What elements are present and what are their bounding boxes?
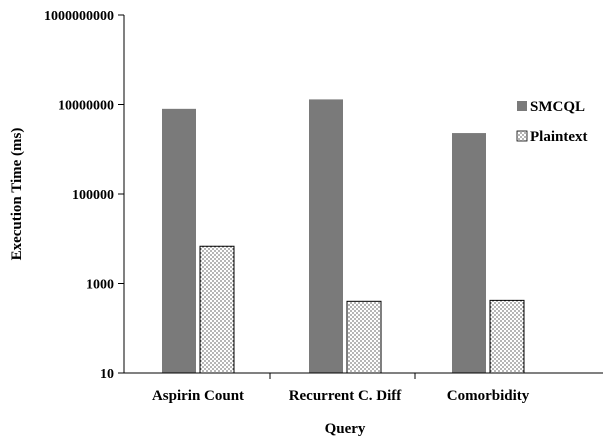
- y-tick-label: 100000: [72, 188, 114, 203]
- x-tick-label: Aspirin Count: [152, 388, 244, 404]
- legend-swatch-smcql: [517, 101, 527, 111]
- y-tick-label: 10: [100, 367, 114, 382]
- y-axis-label: Execution Time (ms): [9, 128, 25, 261]
- axes-layer: 10 1000 100000 10000000 1000000000 Aspirin Co…: [44, 9, 603, 404]
- y-tick-label: 10000000: [58, 99, 114, 114]
- bar-smcql-2: [309, 99, 343, 373]
- bars-layer: [162, 99, 525, 374]
- bar-plaintext-3: [489, 299, 525, 374]
- x-tick-label: Comorbidity: [447, 388, 530, 404]
- bar-plaintext-2: [346, 300, 382, 374]
- bar-smcql-3: [452, 133, 486, 373]
- y-tick-label: 1000000000: [44, 9, 114, 24]
- legend-swatch-plaintext: [516, 130, 528, 142]
- legend: SMCQL Plaintext: [516, 99, 588, 145]
- bar-smcql-1: [162, 108, 196, 373]
- x-axis-label: Query: [325, 421, 366, 437]
- bar-plaintext-1: [199, 245, 235, 374]
- legend-label-plaintext: Plaintext: [530, 129, 588, 145]
- y-tick-label: 1000: [86, 278, 114, 293]
- legend-label-smcql: SMCQL: [530, 99, 585, 115]
- x-tick-label: Recurrent C. Diff: [289, 388, 403, 404]
